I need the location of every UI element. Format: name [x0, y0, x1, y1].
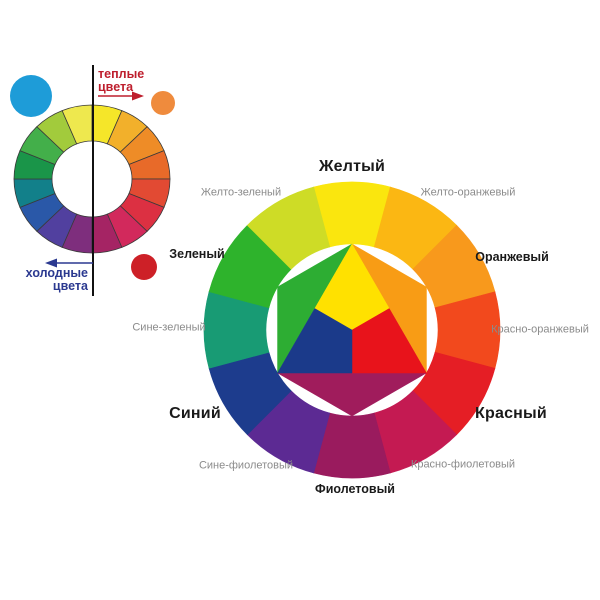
blue-dot [10, 75, 52, 117]
small-color-wheel [13, 104, 171, 254]
warm-colors-line2: цвета [98, 80, 134, 94]
wheel-label-blue: Синий [169, 405, 221, 422]
wheel-label-red-violet: Красно-фиолетовый [410, 458, 516, 471]
warm-arrow [98, 91, 144, 101]
wheel-label-green: Зеленый [169, 246, 225, 261]
wheel-label-violet: Фиолетовый [315, 481, 395, 496]
warm-colors-line1: теплые [98, 67, 145, 81]
warm-arrowhead-icon [132, 91, 144, 101]
cold-arrow [45, 258, 93, 268]
cold-colors-label: холодные цвета [16, 267, 88, 293]
cold-colors-line1: холодные [25, 266, 88, 280]
warm-colors-label: теплые цвета [98, 68, 144, 94]
wheel-label-yellow: Желтый [318, 158, 386, 175]
wheel-label-orange: Оранжевый [475, 249, 549, 264]
primary-blue [277, 308, 353, 374]
ring-segment-yellow-green [246, 186, 331, 270]
orange-dot [151, 91, 175, 115]
wheel-label-red: Красный [475, 405, 547, 422]
wheel-label-blue-green: Сине-зеленый [132, 321, 206, 334]
itten-wheel-inner-shapes [276, 243, 428, 417]
wheel-label-yellow-orange: Желто-оранжевый [420, 186, 516, 199]
wheel-label-blue-violet: Сине-фиолетовый [198, 459, 294, 472]
cold-arrowhead-icon [45, 258, 57, 268]
itten-wheel-outer-ring [203, 181, 501, 479]
red-dot [131, 254, 157, 280]
wheel-label-yellow-green: Желто-зеленый [200, 186, 282, 199]
cold-colors-line2: цвета [52, 279, 88, 293]
wheel-label-red-orange: Красно-оранжевый [491, 323, 589, 336]
